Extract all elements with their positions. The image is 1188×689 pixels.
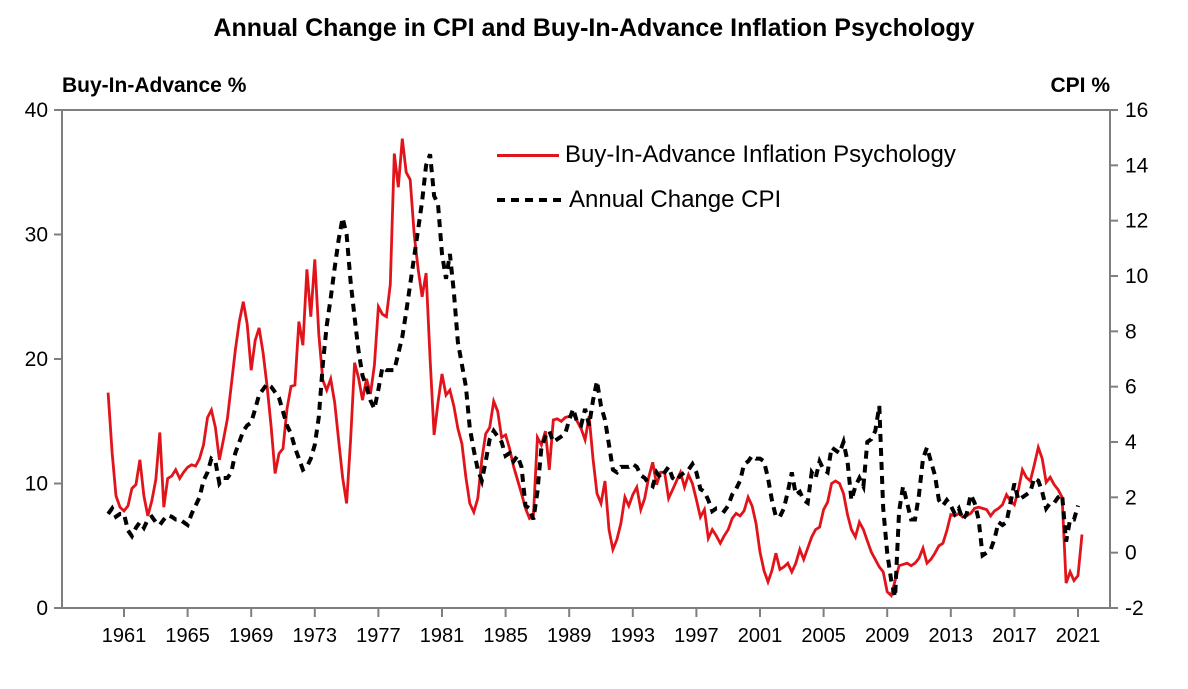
x-tick-label: 1977 [356,625,401,647]
right-y-tick-label: 4 [1125,431,1137,454]
chart-title: Annual Change in CPI and Buy-In-Advance … [213,14,975,42]
left-y-tick-label: 40 [25,99,48,122]
left-y-tick-label: 10 [25,473,48,496]
black-dashed-line-swatch [497,198,563,202]
x-tick-label: 2001 [738,625,783,647]
right-y-tick-label: -2 [1125,597,1144,620]
series-line-buy-in-advance [106,138,1084,599]
x-tick-label: 1969 [229,625,274,647]
x-tick-label: 2017 [992,625,1037,647]
x-tick-label: 1985 [483,625,528,647]
right-y-tick-label: 2 [1125,486,1137,509]
legend-label: Buy-In-Advance Inflation Psychology [565,141,956,168]
x-tick-label: 1989 [547,625,592,647]
left-y-tick-label: 0 [36,597,48,620]
legend-label: Annual Change CPI [569,186,782,213]
legend: Buy-In-Advance Inflation Psychology Annu… [497,141,956,214]
legend-item-buy-in-advance: Buy-In-Advance Inflation Psychology [497,141,956,169]
right-y-tick-label: 12 [1125,210,1148,233]
left-y-tick-label: 20 [25,348,48,371]
left-y-tick-label: 30 [25,224,48,247]
x-tick-label: 1965 [165,625,210,647]
x-tick-label: 1981 [420,625,465,647]
right-y-tick-label: 16 [1125,99,1148,122]
right-y-tick-label: 14 [1125,154,1149,177]
x-tick-label: 1973 [293,625,338,647]
legend-item-annual-change-cpi: Annual Change CPI [497,186,956,214]
right-y-tick-label: 6 [1125,376,1137,399]
series-line-annual-change-cpi [106,153,1080,598]
right-y-tick-label: 8 [1125,320,1137,343]
right-y-tick-label: 0 [1125,542,1137,565]
right-y-tick-label: 10 [1125,265,1148,288]
x-tick-label: 2013 [929,625,974,647]
right-axis-title: CPI % [1050,74,1110,97]
red-solid-line-swatch [497,153,559,157]
x-tick-label: 2009 [865,625,910,647]
x-tick-label: 1997 [674,625,719,647]
x-tick-label: 2005 [801,625,846,647]
x-tick-label: 2021 [1056,625,1101,647]
x-tick-label: 1993 [611,625,656,647]
x-tick-label: 1961 [102,625,147,647]
left-axis-title: Buy-In-Advance % [62,74,247,97]
